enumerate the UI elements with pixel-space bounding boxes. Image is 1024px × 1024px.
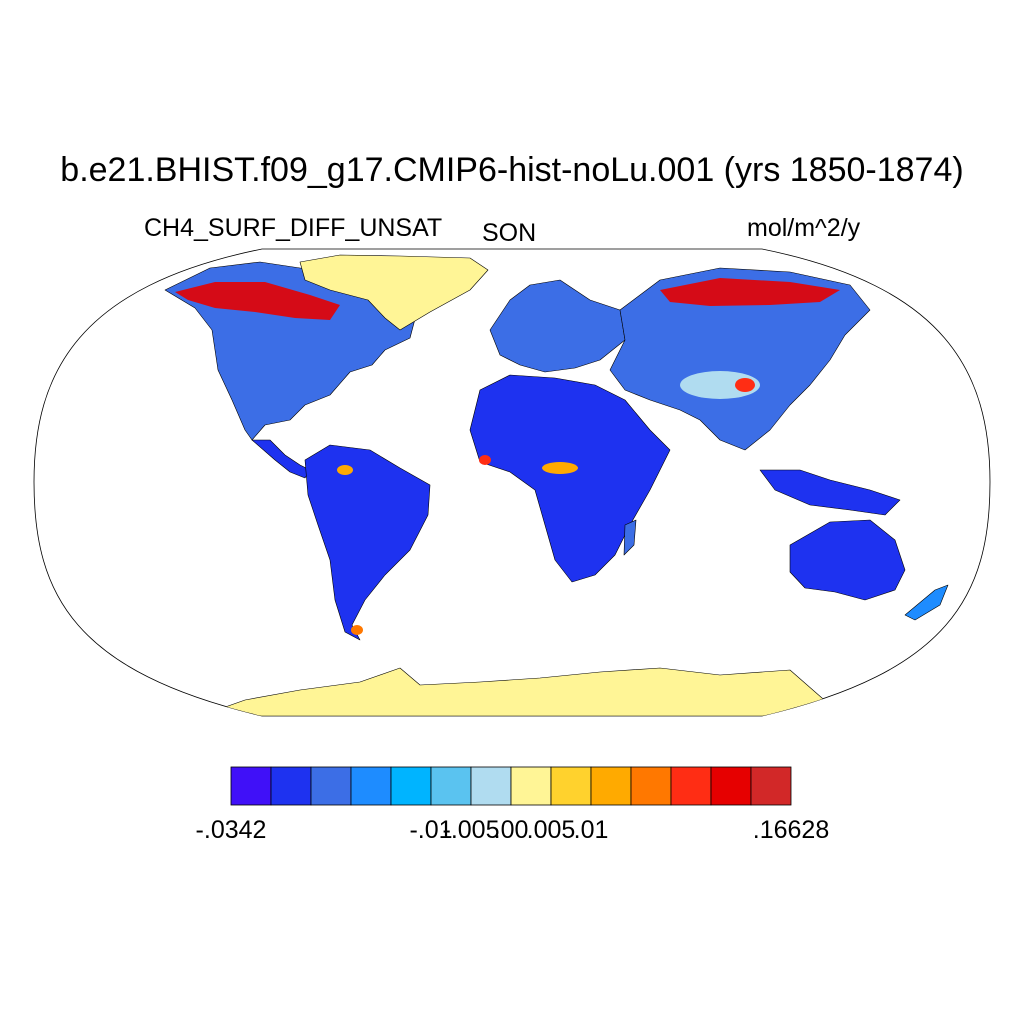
patagonia-hotspot [351, 625, 363, 635]
colorbar-tick-label: -.005 [442, 816, 500, 844]
colorbar-box [510, 766, 552, 806]
colorbar-box [550, 766, 592, 806]
colorbar [230, 766, 792, 806]
variable-label: CH4_SURF_DIFF_UNSAT [144, 214, 443, 242]
units-label: mol/m^2/y [747, 214, 861, 242]
congo-hotspot [542, 462, 578, 474]
colorbar-tick-label: .005 [526, 816, 576, 844]
colorbar-tick-label: -.01 [409, 816, 453, 844]
colorbar-box [630, 766, 672, 806]
season-label: SON [482, 219, 537, 247]
colorbar-box [470, 766, 512, 806]
colorbar-tick-label: .01 [573, 816, 609, 844]
colorbar-box [390, 766, 432, 806]
southeast-asia-islands-land [759, 469, 901, 516]
siberia-hotspot [660, 278, 840, 306]
madagascar-land [623, 519, 637, 556]
west-africa-hotspot [479, 455, 491, 465]
colorbar-box [350, 766, 392, 806]
south-america-land [304, 444, 431, 641]
arctic-north-america-hotspot [175, 282, 340, 320]
new-zealand-land [904, 584, 949, 621]
colorbar-box [430, 766, 472, 806]
greenland-land [299, 254, 489, 331]
colorbar-box [670, 766, 712, 806]
australia-land [789, 519, 906, 601]
colorbar-box [230, 766, 272, 806]
amazon-hotspot [337, 465, 353, 475]
plot-title: b.e21.BHIST.f09_g17.CMIP6-hist-noLu.001 … [60, 151, 964, 189]
colorbar-box [270, 766, 312, 806]
tibet-anomaly [680, 371, 760, 399]
colorbar-box [710, 766, 752, 806]
colorbar-box [750, 766, 792, 806]
colorbar-box [590, 766, 632, 806]
africa-land [469, 374, 671, 583]
colorbar-tick-label: .00 [493, 816, 529, 844]
colorbar-tick-label: -.0342 [195, 816, 267, 844]
colorbar-box [310, 766, 352, 806]
colorbar-tick-label: .16628 [752, 816, 830, 844]
asia-land [609, 267, 871, 451]
tibet-hotspot [735, 378, 755, 392]
